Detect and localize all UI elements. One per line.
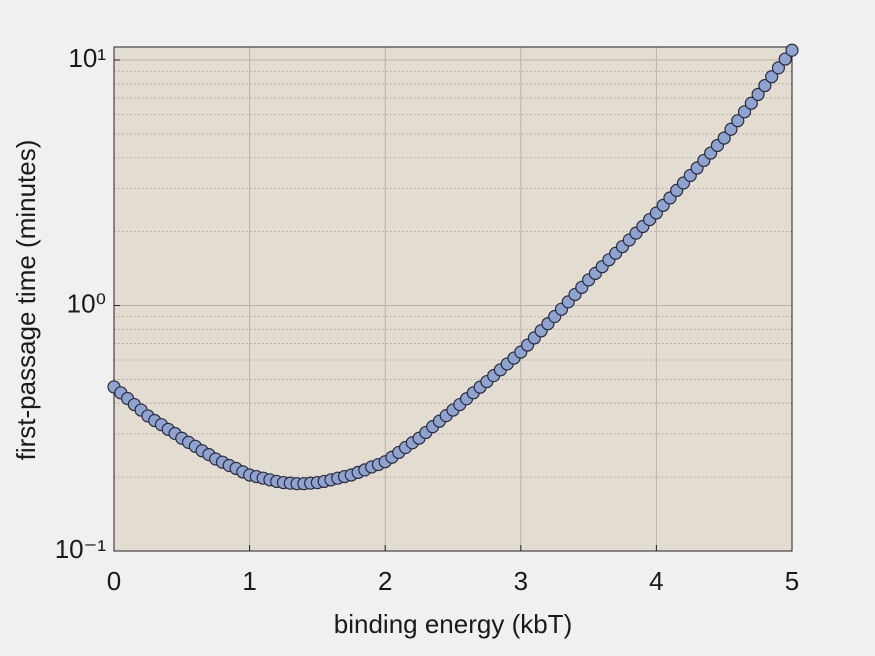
x-tick-label: 1 — [242, 566, 256, 596]
data-point — [731, 114, 745, 128]
data-point — [778, 52, 792, 66]
plot-background — [114, 47, 792, 551]
x-tick-label: 2 — [378, 566, 392, 596]
x-tick-label: 0 — [107, 566, 121, 596]
x-tick-label: 5 — [785, 566, 799, 596]
data-point — [724, 122, 738, 136]
data-point — [737, 105, 752, 119]
y-tick-label: 10¹ — [68, 43, 106, 73]
x-tick-label: 3 — [514, 566, 528, 596]
data-point — [785, 43, 799, 57]
y-tick-label: 10⁻¹ — [55, 534, 107, 564]
y-axis-label: first-passage time (minutes) — [11, 140, 41, 461]
data-point — [744, 96, 758, 110]
x-tick-label: 4 — [649, 566, 663, 596]
data-point — [758, 78, 772, 93]
data-point — [751, 87, 765, 102]
data-point — [717, 131, 731, 145]
data-point — [771, 61, 786, 75]
y-tick-label: 10⁰ — [67, 288, 106, 318]
x-axis-label: binding energy (kbT) — [334, 609, 572, 639]
plot-frame — [113, 46, 793, 552]
data-point — [765, 70, 779, 84]
